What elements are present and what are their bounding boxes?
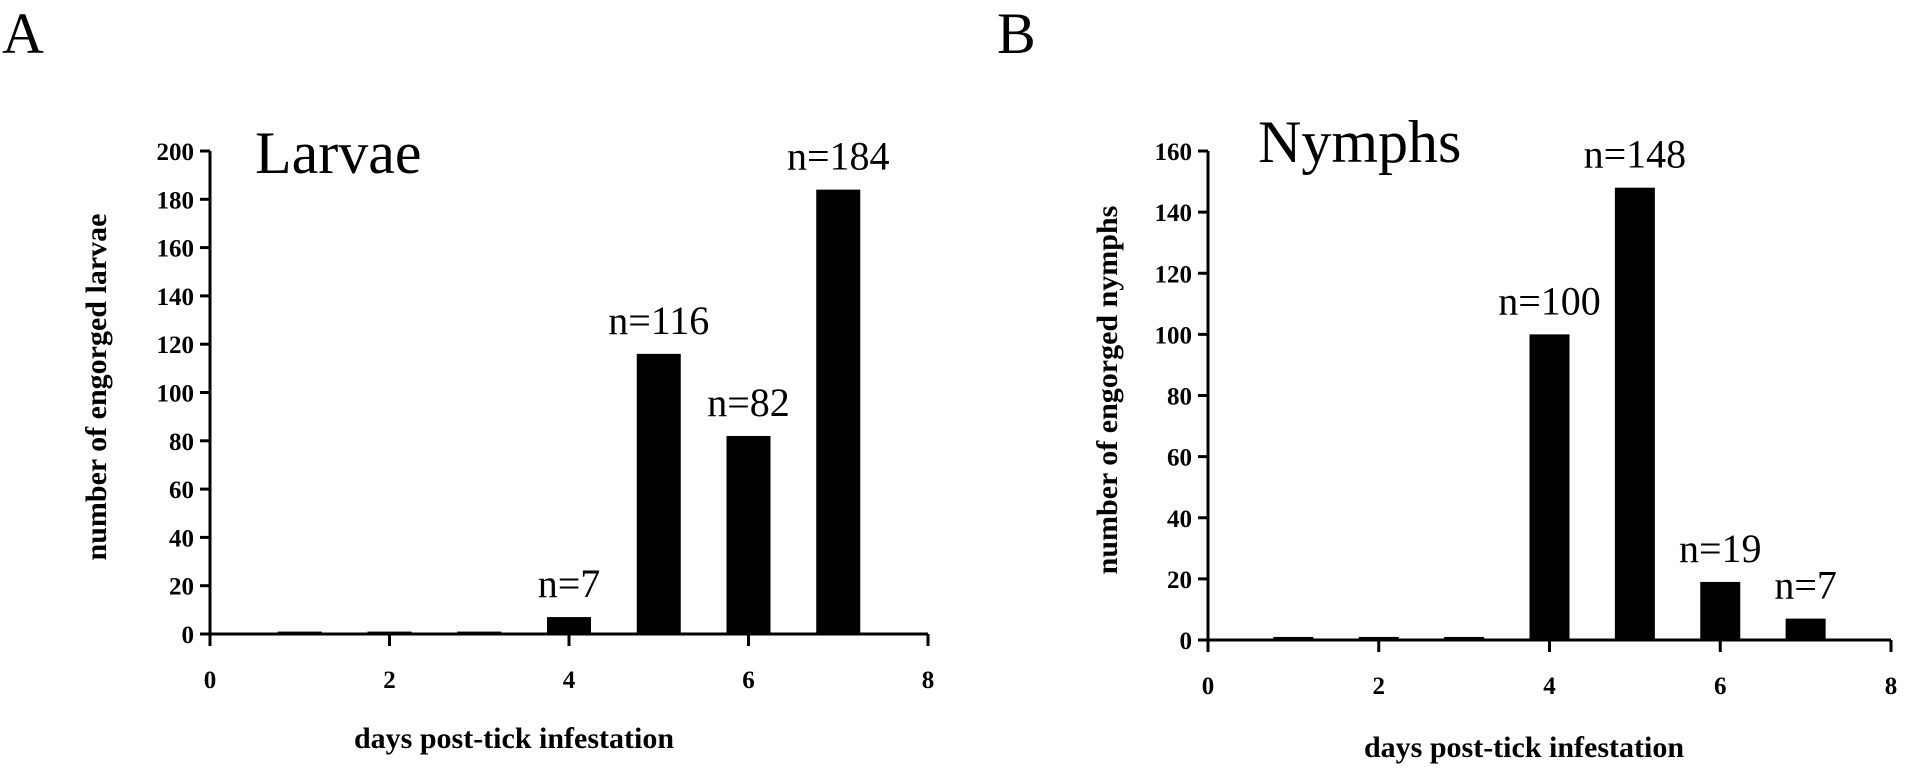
y-tick-label: 20 <box>169 574 194 601</box>
data-label: n=148 <box>1584 132 1687 177</box>
y-tick-label: 160 <box>157 236 195 263</box>
x-tick-label: 4 <box>563 667 576 694</box>
y-tick-label: 60 <box>1167 445 1192 472</box>
y-tick-label: 0 <box>182 622 195 649</box>
x-tick-label: 2 <box>383 667 396 694</box>
chart-title: Larvae <box>255 120 422 186</box>
bar <box>457 631 502 634</box>
y-tick-label: 100 <box>157 381 195 408</box>
bar <box>1358 636 1399 640</box>
y-tick-label: 0 <box>1180 628 1193 655</box>
x-tick-label: 6 <box>742 667 755 694</box>
y-tick-label: 20 <box>1167 567 1192 594</box>
bar <box>1614 187 1655 641</box>
y-tick-label: 200 <box>157 139 195 166</box>
chart-title: Nymphs <box>1258 109 1461 175</box>
x-tick-label: 4 <box>1543 673 1556 700</box>
y-tick-label: 140 <box>1155 200 1193 227</box>
y-axis-title: number of engorged nymphs <box>1091 206 1124 575</box>
y-tick-label: 180 <box>157 187 195 214</box>
bar <box>1444 636 1485 640</box>
x-tick-label: 6 <box>1714 673 1727 700</box>
bar <box>1273 636 1314 640</box>
y-tick-label: 120 <box>1155 261 1193 288</box>
panel-a: A Larvae days post-tick infestation numb… <box>2 1 934 755</box>
bar <box>636 353 681 634</box>
bar <box>726 435 771 634</box>
data-label: n=100 <box>1498 278 1601 323</box>
y-tick-label: 80 <box>1167 384 1192 411</box>
bar <box>1785 618 1826 640</box>
data-label: n=7 <box>1774 563 1837 608</box>
y-tick-label: 60 <box>169 477 194 504</box>
x-axis-title: days post-tick infestation <box>1364 731 1684 764</box>
y-tick-label: 140 <box>157 284 195 311</box>
y-tick-label: 40 <box>169 525 194 552</box>
data-label: n=7 <box>538 561 601 606</box>
x-tick-label: 0 <box>204 667 217 694</box>
bar <box>816 189 861 634</box>
y-axis-title: number of engorged larvae <box>80 214 113 561</box>
bar <box>367 631 412 634</box>
y-tick-label: 80 <box>169 429 194 456</box>
x-tick-label: 8 <box>1885 673 1898 700</box>
bar <box>547 617 591 634</box>
x-tick-label: 2 <box>1373 673 1386 700</box>
bar <box>1529 334 1570 640</box>
bar <box>1700 581 1741 640</box>
bar <box>277 631 322 634</box>
y-tick-label: 120 <box>157 332 195 359</box>
panel-letter: B <box>997 1 1036 66</box>
data-label: n=116 <box>608 298 709 343</box>
x-tick-label: 0 <box>1202 673 1215 700</box>
y-tick-label: 100 <box>1155 322 1193 349</box>
data-label: n=19 <box>1679 526 1762 571</box>
panel-letter: A <box>2 1 44 66</box>
data-label: n=184 <box>787 134 890 179</box>
y-tick-label: 40 <box>1167 506 1192 533</box>
panel-b: B Nymphs days post-tick infestation numb… <box>997 1 1897 764</box>
y-tick-label: 160 <box>1155 139 1193 166</box>
x-axis-title: days post-tick infestation <box>354 722 674 755</box>
x-tick-label: 8 <box>922 667 935 694</box>
data-label: n=82 <box>707 380 790 425</box>
